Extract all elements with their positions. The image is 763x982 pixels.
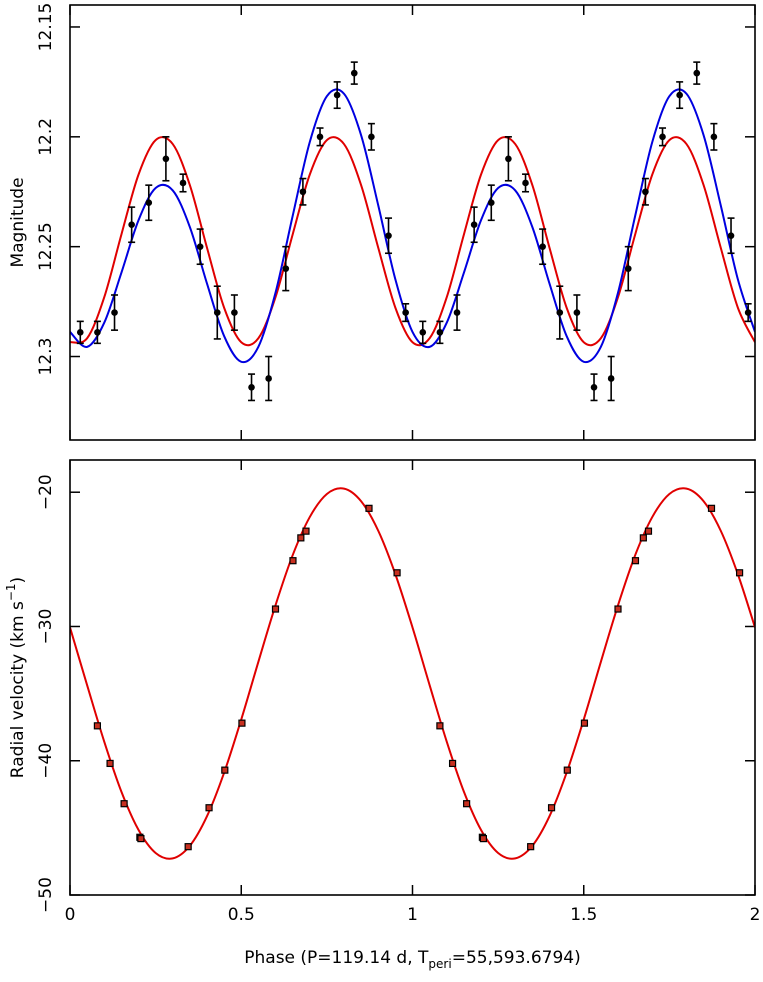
x-axis-label-text: Phase (P=119.14 d, T <box>244 948 429 968</box>
plot-frame <box>69 4 756 441</box>
data-point <box>436 329 444 336</box>
x-axis-label-end: =55,593.6794) <box>452 948 581 968</box>
data-point <box>463 800 471 808</box>
data-point <box>707 504 716 512</box>
y-tick-label: −50 <box>36 877 56 913</box>
data-point <box>676 91 683 99</box>
x-tick-label: 1 <box>407 905 418 925</box>
data-point <box>205 804 213 812</box>
data-point <box>179 179 187 187</box>
data-point <box>365 504 373 512</box>
y-axis-label-text: Radial velocity (km s <box>8 601 28 778</box>
data-point <box>76 329 84 336</box>
data-point <box>231 309 238 316</box>
x-tick-label: 2 <box>750 905 761 925</box>
data-point <box>642 188 649 196</box>
data-point <box>137 835 145 843</box>
data-point <box>744 309 752 316</box>
model-curve <box>70 487 755 860</box>
x-tick-label: 0 <box>65 905 76 925</box>
y-tick-label: 12.25 <box>36 222 56 271</box>
x-axis-label-sub: peri <box>428 957 451 971</box>
data-point <box>106 759 114 768</box>
data-point <box>624 265 632 272</box>
data-point <box>299 188 307 196</box>
y-axis-label: Magnitude <box>8 177 28 267</box>
data-point <box>547 804 556 812</box>
data-point <box>614 605 622 613</box>
data-point <box>120 800 128 808</box>
panel: 0 0.5 1 1.5 2 −20 −30 −40 −50 Radial velocity (km… <box>4 459 761 971</box>
data-point <box>436 722 444 730</box>
data-point <box>735 569 744 577</box>
y-tick-label: 12.15 <box>36 3 56 52</box>
data-point <box>93 722 102 730</box>
y-tick-label: −20 <box>36 474 56 510</box>
data-point <box>505 155 512 163</box>
data-point <box>162 155 170 163</box>
data-point <box>522 179 529 187</box>
panel: 12.15 12.2 12.25 12.3 Magnitude <box>8 3 756 441</box>
data-point <box>563 766 571 774</box>
data-point <box>302 527 310 535</box>
y-tick-label: 12.2 <box>36 118 56 156</box>
model-curve <box>70 88 755 364</box>
plot-frame <box>69 459 756 896</box>
model-curve <box>70 136 755 347</box>
data-point <box>659 133 666 141</box>
data-point <box>238 719 246 727</box>
data-point <box>333 91 341 99</box>
data-point <box>94 329 101 336</box>
data-point <box>402 309 409 316</box>
data-point <box>539 243 546 250</box>
data-point <box>297 534 305 542</box>
data-point <box>248 383 255 391</box>
data-point <box>128 221 135 228</box>
data-point <box>727 232 735 239</box>
data-point <box>393 569 401 577</box>
data-point <box>607 375 615 382</box>
data-point <box>368 133 375 141</box>
data-point <box>644 527 653 535</box>
data-point <box>184 843 192 851</box>
data-point <box>710 133 718 141</box>
data-point <box>580 719 589 727</box>
data-point <box>556 309 564 316</box>
data-point <box>221 766 229 774</box>
data-point <box>631 557 640 565</box>
y-axis-label-end: ) <box>8 577 28 584</box>
x-tick-label: 0.5 <box>228 905 255 925</box>
data-point <box>385 232 392 239</box>
data-point <box>479 835 487 843</box>
data-point <box>573 309 581 316</box>
data-point <box>111 309 118 316</box>
data-point <box>289 557 297 565</box>
data-point <box>590 383 598 391</box>
y-tick-label: −40 <box>36 743 56 779</box>
x-tick-label: 1.5 <box>570 905 597 925</box>
data-point <box>419 329 427 336</box>
x-axis-label: Phase (P=119.14 d, Tperi=55,593.6794) <box>244 948 580 971</box>
data-point <box>196 243 204 250</box>
data-point <box>453 309 461 316</box>
data-point <box>470 221 478 228</box>
data-point <box>282 265 290 272</box>
data-point <box>265 375 272 382</box>
y-tick-label: −30 <box>36 609 56 645</box>
data-point <box>145 199 153 207</box>
y-axis-label-sup: −1 <box>4 583 18 601</box>
data-point <box>448 759 457 768</box>
data-point <box>213 309 221 316</box>
data-point <box>527 843 535 851</box>
data-point <box>639 534 647 542</box>
data-point <box>271 605 280 613</box>
data-point <box>693 69 701 77</box>
data-point <box>316 133 324 141</box>
data-point <box>487 199 495 207</box>
y-tick-label: 12.3 <box>36 338 56 376</box>
y-axis-label: Radial velocity (km s−1) <box>4 577 29 778</box>
data-point <box>350 69 358 77</box>
